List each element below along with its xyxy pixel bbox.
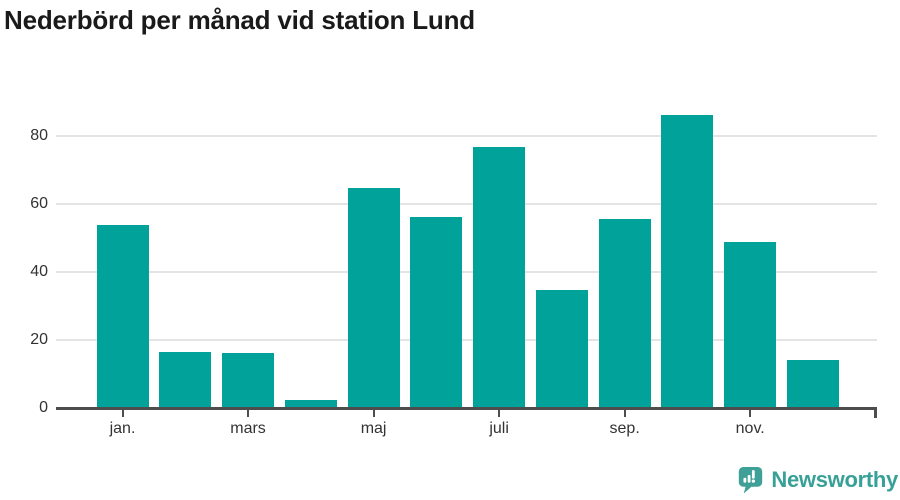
brand-name: Newsworthy	[771, 467, 898, 492]
x-axis-tick	[372, 410, 375, 417]
newsworthy-logo-icon	[739, 466, 763, 494]
bar-juli	[473, 146, 526, 408]
bar-feb	[159, 352, 212, 408]
x-axis-line	[56, 407, 877, 410]
logo-exclamation-bar	[752, 470, 756, 479]
bar-dec	[786, 359, 839, 408]
logo-bar-medium	[748, 475, 751, 483]
bar-okt	[661, 115, 714, 408]
gridline-y40	[56, 271, 877, 274]
y-axis-tick-label: 20	[30, 331, 48, 349]
brand-footer: Newsworthy	[737, 464, 898, 496]
bar-sep	[598, 218, 651, 408]
gridline-y20	[56, 339, 877, 342]
gridline-y80	[56, 135, 877, 138]
bar-apr	[284, 400, 337, 408]
x-axis-tick	[498, 410, 501, 417]
x-axis-tick	[623, 410, 626, 417]
x-axis-tick-label: mars	[230, 420, 266, 437]
bar-aug	[535, 289, 588, 408]
logo-exclamation-dot	[752, 479, 756, 483]
y-axis-tick-label: 60	[30, 195, 48, 213]
gridline-y60	[56, 203, 877, 206]
x-axis-tick	[749, 410, 752, 417]
y-axis-tick-label: 40	[30, 263, 48, 281]
x-axis-tick-label: juli	[489, 420, 509, 437]
bar-nov	[724, 241, 777, 408]
y-axis-tick-label: 0	[39, 399, 48, 416]
x-axis-tick-label: jan.	[109, 420, 136, 437]
x-axis-tick	[247, 410, 250, 417]
y-axis-tick-label: 80	[30, 127, 48, 145]
logo-bar-small	[743, 477, 747, 483]
x-axis-tick-label: nov.	[735, 420, 765, 437]
chart-title: Nederbörd per månad vid station Lund	[4, 5, 475, 35]
x-axis-tick-label: maj	[360, 420, 387, 437]
x-axis-endcap	[874, 407, 877, 418]
bar-mars	[222, 353, 275, 408]
bar-juni	[410, 217, 463, 408]
x-axis-tick-label: sep.	[609, 420, 640, 437]
bar-jan	[96, 224, 149, 408]
x-axis-tick	[121, 410, 124, 417]
bar-maj	[347, 188, 400, 408]
